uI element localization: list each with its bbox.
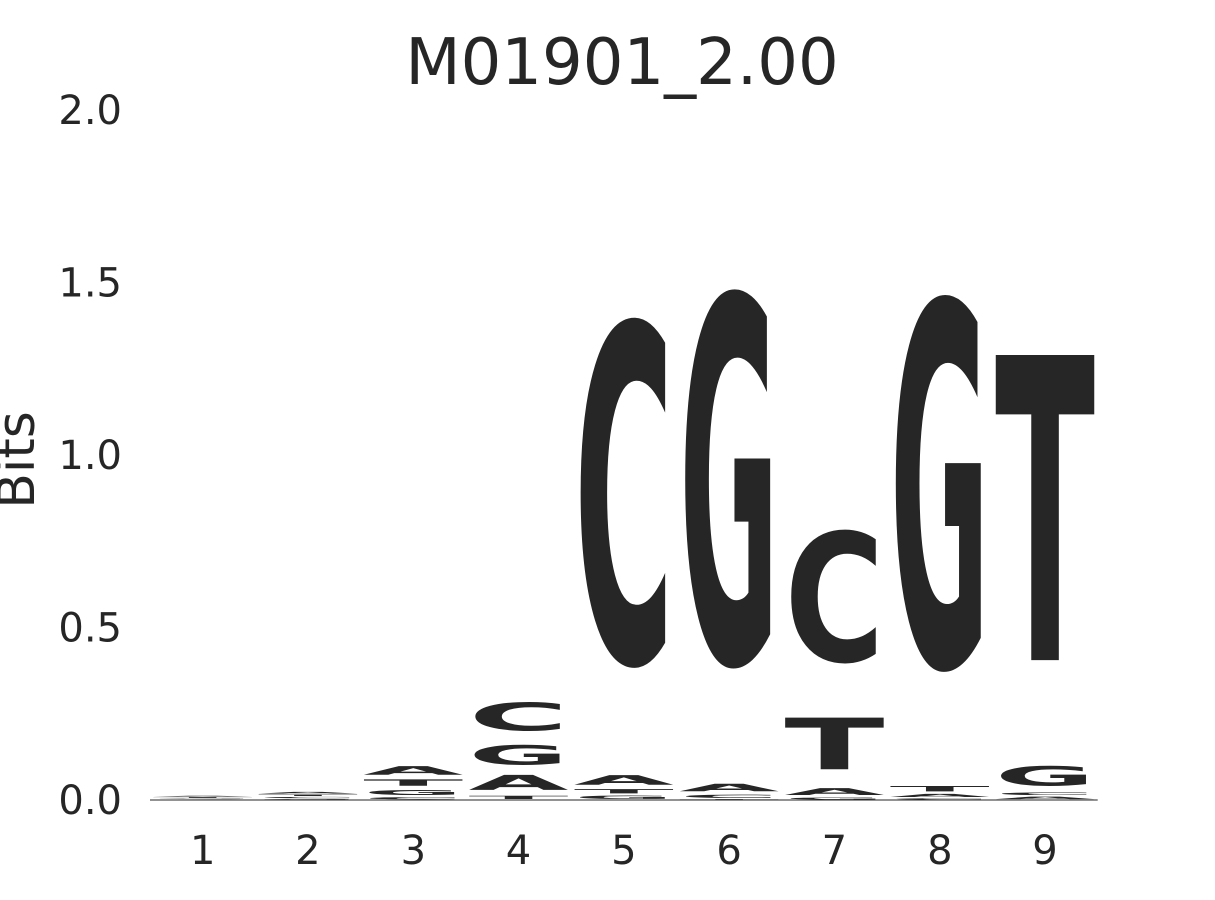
letter-A-pos-2: A <box>258 791 358 794</box>
letter-C-pos-9: C <box>995 792 1095 796</box>
letter-T-pos-8: T <box>890 785 990 794</box>
x-tick-label: 6 <box>716 828 741 874</box>
y-tick-label: 2.0 <box>58 88 122 134</box>
x-tick-label: 7 <box>822 828 847 874</box>
y-axis-ticks: 0.0 0.5 1.0 1.5 2.0 <box>58 88 122 824</box>
letter-G-pos-3: G <box>363 788 463 797</box>
logo-columns: CGTAGCTACGTATAGCGTACTCAGGATCCATGACGT <box>153 197 1096 800</box>
letter-T-pos-3: T <box>363 778 463 788</box>
letter-A-pos-3: A <box>363 764 463 778</box>
x-tick-label: 4 <box>506 828 531 874</box>
letter-T-pos-7: T <box>784 704 884 786</box>
x-tick-label: 5 <box>611 828 636 874</box>
x-tick-label: 2 <box>295 828 320 874</box>
letter-C-pos-7: C <box>784 497 884 703</box>
letter-A-pos-8: A <box>890 793 990 798</box>
letter-A-pos-7: A <box>784 786 884 797</box>
letter-G-pos-2: G <box>258 799 358 800</box>
letter-A-pos-4: A <box>469 771 570 795</box>
letter-C-pos-5: C <box>574 233 674 772</box>
letter-T-pos-1: T <box>153 797 253 798</box>
chart-title: M01901_2.00 <box>405 26 838 100</box>
x-tick-label: 9 <box>1032 828 1057 874</box>
letter-A-pos-9: A <box>995 796 1095 800</box>
y-axis-label: Bits <box>0 411 47 509</box>
letter-A-pos-6: A <box>679 782 779 794</box>
letter-G-pos-7: G <box>784 797 884 800</box>
letter-A-pos-1: A <box>153 796 253 797</box>
letter-G-pos-8: G <box>890 202 990 783</box>
y-tick-label: 1.0 <box>58 433 122 479</box>
letter-C-pos-3: C <box>363 797 463 800</box>
letter-A-pos-5: A <box>574 772 674 787</box>
letter-G-pos-6: G <box>679 197 779 781</box>
x-tick-label: 3 <box>401 828 426 874</box>
letter-T-pos-2: T <box>258 794 358 796</box>
x-tick-label: 1 <box>190 828 215 874</box>
x-axis-ticks: 1 2 3 4 5 6 7 8 9 <box>190 828 1058 874</box>
y-tick-label: 0.5 <box>58 606 122 652</box>
letter-T-pos-6: T <box>679 799 779 800</box>
letter-C-pos-6: C <box>679 794 779 799</box>
letter-T-pos-4: T <box>469 795 569 800</box>
letter-C-pos-4: C <box>469 695 569 740</box>
letter-G-pos-1: G <box>153 798 253 799</box>
y-tick-label: 0.0 <box>58 778 122 824</box>
x-tick-label: 8 <box>927 828 952 874</box>
letter-T-pos-9: T <box>995 272 1096 759</box>
letter-G-pos-4: G <box>469 740 569 771</box>
letter-G-pos-5: G <box>574 795 674 800</box>
letter-T-pos-5: T <box>574 788 674 795</box>
letter-C-pos-2: C <box>258 797 358 799</box>
letter-C-pos-8: C <box>890 798 990 800</box>
y-tick-label: 1.5 <box>58 261 122 307</box>
letter-G-pos-9: G <box>995 761 1095 792</box>
